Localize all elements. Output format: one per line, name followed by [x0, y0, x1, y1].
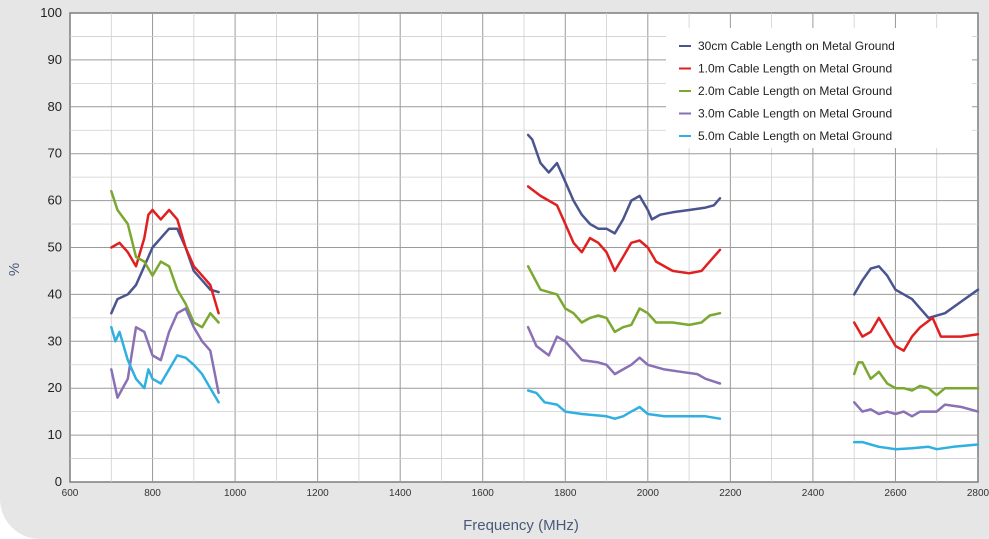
legend-entry: 5.0m Cable Length on Metal Ground	[698, 129, 892, 143]
series-5-segment-3	[852, 440, 980, 451]
x-axis-label: Frequency (MHz)	[463, 517, 579, 534]
y-tick-label: 70	[48, 146, 62, 161]
series-3-segment-2	[526, 265, 722, 334]
x-tick-label: 2800	[967, 488, 989, 499]
x-tick-label: 1200	[307, 488, 330, 499]
x-tick-label: 2200	[719, 488, 742, 499]
x-tick-label: 1800	[554, 488, 577, 499]
x-axis-ticks: 600 800 1000 1200 1400 1600 1800 2000 2200 2400 26…	[62, 488, 989, 499]
x-tick-label: 1400	[389, 488, 412, 499]
series-2-segment-2	[526, 185, 722, 275]
y-tick-label: 50	[48, 240, 62, 255]
x-tick-label: 2600	[884, 488, 907, 499]
legend-entry: 1.0m Cable Length on Metal Ground	[698, 62, 892, 76]
y-tick-label: 40	[48, 286, 62, 301]
legend-entry: 3.0m Cable Length on Metal Ground	[698, 107, 892, 121]
legend-box	[666, 28, 972, 148]
y-tick-label: 90	[48, 52, 62, 67]
series-1-segment-1	[110, 227, 220, 315]
series-4-segment-1	[110, 307, 220, 399]
y-tick-label: 0	[55, 474, 62, 489]
series-2-segment-1	[110, 208, 220, 315]
y-tick-label: 100	[40, 5, 62, 20]
y-tick-label: 60	[48, 193, 62, 208]
y-tick-label: 30	[48, 333, 62, 348]
series-5-segment-1	[110, 325, 220, 404]
x-tick-label: 1600	[472, 488, 495, 499]
x-tick-label: 2000	[637, 488, 660, 499]
series-2-segment-3	[852, 316, 980, 352]
x-tick-label: 1000	[224, 488, 247, 499]
x-tick-label: 2400	[802, 488, 825, 499]
legend-entry: 30cm Cable Length on Metal Ground	[698, 39, 895, 53]
series-lines	[110, 133, 980, 451]
y-tick-label: 10	[48, 427, 62, 442]
series-4-segment-3	[852, 401, 980, 418]
y-axis-ticks: 0 10 20 30 40 50 60 70 80 90 100	[40, 5, 62, 489]
series-1-segment-2	[526, 133, 722, 235]
y-axis-label: %	[6, 263, 23, 276]
x-tick-label: 600	[62, 488, 79, 499]
y-tick-label: 20	[48, 380, 62, 395]
legend-entry: 2.0m Cable Length on Metal Ground	[698, 84, 892, 98]
series-4-segment-2	[526, 325, 722, 385]
series-3-segment-1	[110, 189, 220, 329]
series-1-segment-3	[852, 265, 980, 320]
series-5-segment-2	[526, 389, 722, 420]
x-tick-label: 800	[144, 488, 161, 499]
legend: 30cm Cable Length on Metal Ground 1.0m Ca…	[666, 28, 972, 148]
series-3-segment-3	[852, 361, 980, 397]
y-tick-label: 80	[48, 99, 62, 114]
